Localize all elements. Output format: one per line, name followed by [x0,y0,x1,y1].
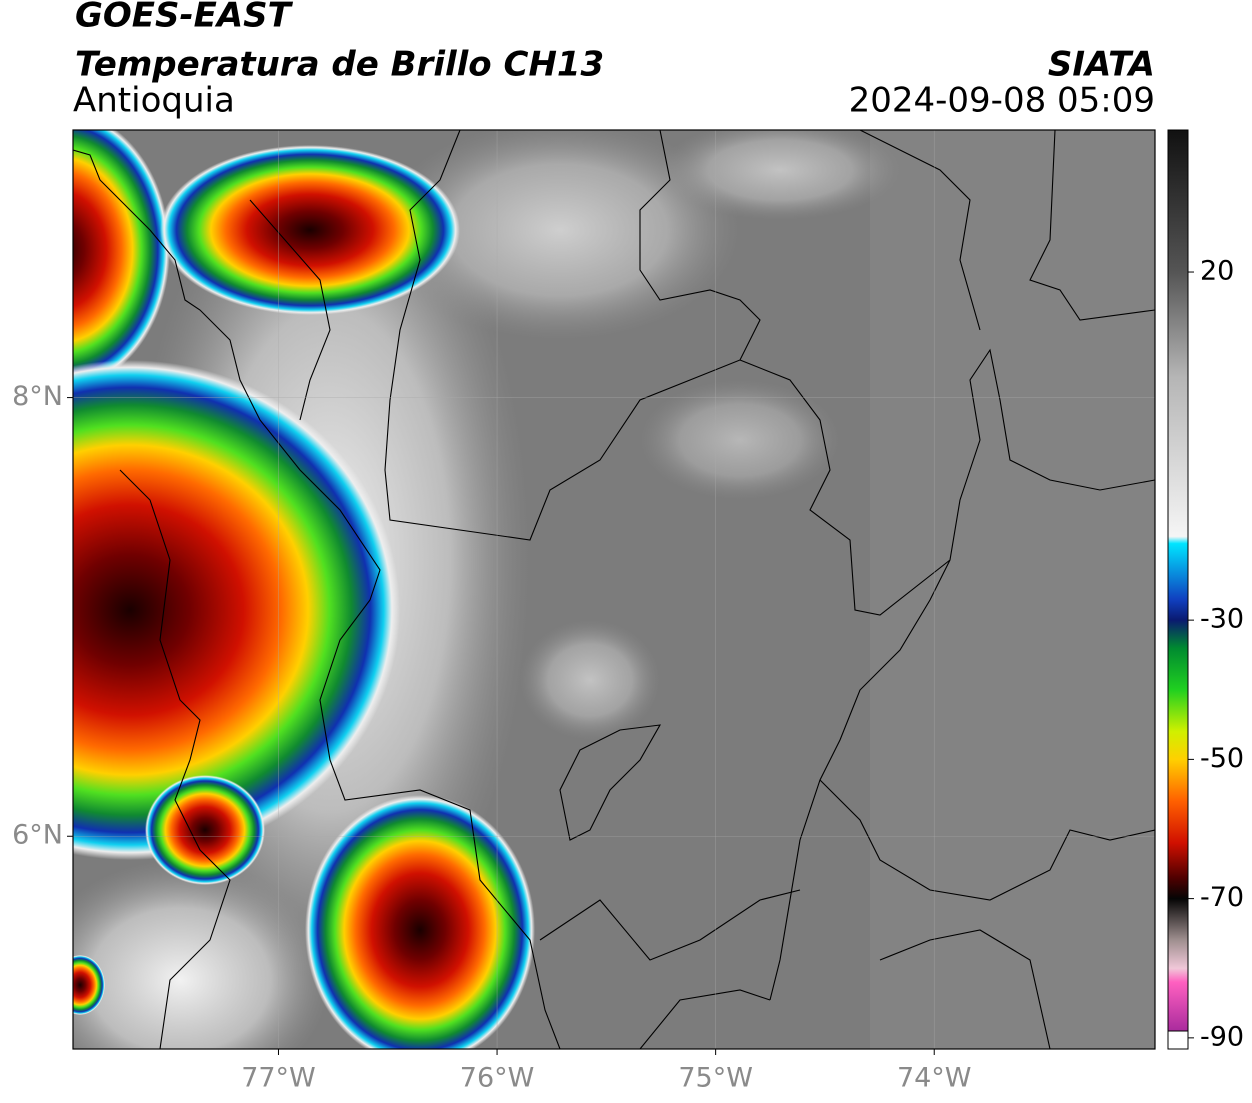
timestamp: 2024-09-08 05:09 [849,81,1155,121]
x-tick-label: 75°W [678,1063,753,1094]
y-tick-label: 6°N [12,820,63,851]
colorbar-tick-label: -90 [1200,1021,1244,1052]
colorbar-tick-label: -70 [1200,882,1244,913]
x-tick-label: 77°W [241,1063,316,1094]
map-frame [72,129,1156,1050]
colorbar-extend [1167,1030,1189,1050]
colorbar-tick-label: -30 [1200,604,1244,635]
map-imagery [73,130,1155,1049]
colorbar-tick-label: 20 [1200,256,1234,287]
x-tick-label: 74°W [897,1063,972,1094]
title: GOES-EAST [75,0,294,36]
colorbar-tick-label: -50 [1200,743,1244,774]
x-tick-label: 76°W [460,1063,535,1094]
region: Antioquia [73,81,235,121]
subtitle: Temperatura de Brillo CH13 [75,45,604,85]
colorbar [1167,129,1189,1050]
y-tick-label: 8°N [12,381,63,412]
source: SIATA [1048,45,1155,85]
